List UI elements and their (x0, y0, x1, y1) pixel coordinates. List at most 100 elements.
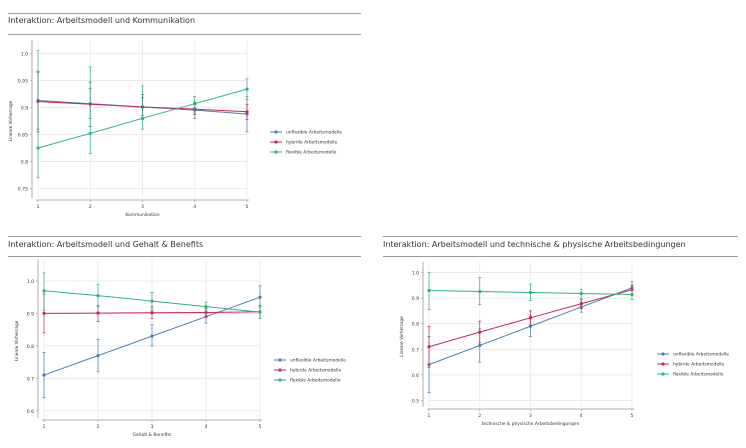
data-point (140, 116, 145, 120)
y-tick-label: 0.7 (27, 376, 34, 382)
y-tick-label: 0.6 (412, 373, 419, 379)
legend-marker (278, 368, 282, 372)
legend-marker (274, 150, 278, 154)
data-point (528, 316, 533, 320)
chart-title: Interaktion: Arbeitsmodell und Gehalt & … (8, 240, 204, 249)
series-flexible (36, 50, 249, 179)
data-point (579, 302, 583, 306)
panel-rule (383, 256, 738, 257)
x-tick-label: 2 (89, 204, 92, 210)
y-axis-label: Lineare Vorhersage (14, 320, 19, 361)
legend-label: hybride Arbeitsmodelle (673, 362, 724, 368)
data-point (150, 299, 154, 303)
chart-gehalt-benefits: 0.6 0.7 0.8 0.9 1.0 1 2 3 4 5 Gehalt & Benefits Lin… (14, 260, 346, 438)
panel-rule (383, 236, 738, 237)
y-tick-label: 0.9 (412, 296, 419, 302)
data-point (427, 345, 431, 349)
x-tick-label: 1 (37, 204, 40, 210)
y-tick-label: 0.85 (18, 133, 28, 139)
x-tick-label: 4 (205, 424, 208, 430)
y-tick-label: 0.9 (27, 311, 34, 317)
legend-label: unflexible Arbeitsmodelle (673, 352, 729, 358)
panel-rule (8, 34, 361, 35)
data-point (427, 288, 431, 293)
legend-label: hybride Arbeitsmodelle (286, 140, 337, 146)
data-point (258, 295, 262, 299)
y-tick-label: 0.7 (412, 347, 419, 353)
legend-label: flexible Arbeitsmodelle (673, 372, 724, 378)
x-axis-label: Gehalt & Benefits (133, 432, 172, 438)
x-tick-label: 3 (141, 204, 144, 210)
x-tick-label: 2 (97, 424, 100, 430)
x-tick-label: 5 (631, 413, 634, 419)
data-point (528, 324, 533, 328)
data-point (96, 354, 100, 358)
chart-panel-kommunikation: Interaktion: Arbeitsmodell und Kommunika… (8, 8, 361, 218)
y-tick-label: 0.8 (27, 344, 34, 350)
series-flexible (42, 272, 262, 319)
legend-marker (661, 372, 665, 376)
x-tick-label: 5 (259, 424, 262, 430)
chart-panel-gehalt-benefits: Interaktion: Arbeitsmodell und Gehalt & … (8, 232, 361, 444)
legend-marker (278, 378, 282, 382)
data-point (579, 291, 583, 296)
data-point (150, 311, 154, 315)
data-point (630, 292, 634, 297)
data-point (36, 146, 40, 150)
x-tick-label: 1 (428, 413, 431, 419)
data-point (528, 290, 533, 295)
chart-kommunikation: 0.75 0.8 0.85 0.9 0.95 1.0 1 2 3 4 5 Kommunikation L… (8, 40, 342, 218)
legend-marker (274, 130, 278, 134)
y-tick-label: 0.5 (412, 398, 419, 404)
series-flexible (427, 272, 634, 310)
legend-label: flexible Arbeitsmodelle (286, 150, 337, 156)
data-point (150, 334, 154, 338)
data-point (245, 87, 249, 91)
x-axis-label: Kommunikation (125, 212, 159, 218)
data-point (478, 289, 482, 294)
data-point (193, 102, 197, 106)
panel-rule (8, 256, 361, 257)
x-tick-label: 4 (193, 204, 196, 210)
series-hybride (427, 284, 634, 368)
data-point (478, 330, 482, 334)
legend-label: hybride Arbeitsmodelle (290, 368, 341, 374)
x-tick-label: 5 (246, 204, 249, 210)
chart-title: Interaktion: Arbeitsmodell und Kommunika… (8, 16, 196, 25)
y-tick-label: 0.8 (21, 160, 28, 166)
x-tick-label: 3 (529, 413, 532, 419)
legend-marker (278, 358, 282, 362)
x-tick-label: 4 (580, 413, 583, 419)
y-axis-label: Lineare Vorhersage (399, 316, 404, 357)
data-point (88, 131, 92, 136)
data-point (42, 373, 46, 377)
legend-marker (661, 352, 665, 356)
data-point (42, 289, 46, 293)
data-point (96, 311, 100, 315)
x-axis-label: technische & physische Arbeitsbedingunge… (482, 421, 580, 427)
data-point (258, 310, 262, 314)
y-tick-label: 0.95 (18, 78, 28, 84)
legend-label: unflexible Arbeitsmodelle (290, 358, 346, 364)
y-tick-label: 0.6 (27, 409, 34, 415)
data-point (245, 110, 249, 114)
y-tick-label: 1.0 (27, 279, 34, 285)
y-tick-label: 1.0 (412, 271, 419, 277)
chart-arbeitsbedingungen: 0.5 0.6 0.7 0.8 0.9 1.0 1 2 3 4 5 technische & phys… (399, 262, 729, 427)
x-tick-label: 3 (151, 424, 154, 430)
y-tick-label: 0.9 (21, 105, 28, 111)
y-axis-label: Lineare Vorhersage (8, 100, 13, 141)
data-point (204, 305, 208, 309)
data-point (42, 311, 46, 316)
y-tick-label: 0.75 (18, 187, 28, 193)
y-tick-label: 0.8 (412, 322, 419, 328)
data-point (478, 343, 482, 348)
chart-panel-arbeitsbedingungen: Interaktion: Arbeitsmodell und technisch… (383, 232, 738, 444)
x-tick-label: 2 (478, 413, 481, 419)
legend-marker (274, 140, 278, 144)
legend-label: flexible Arbeitsmodelle (290, 378, 341, 384)
legend-marker (661, 362, 665, 366)
chart-title: Interaktion: Arbeitsmodell und technisch… (383, 240, 686, 249)
panel-rule (8, 236, 361, 237)
panel-rule (8, 13, 361, 14)
